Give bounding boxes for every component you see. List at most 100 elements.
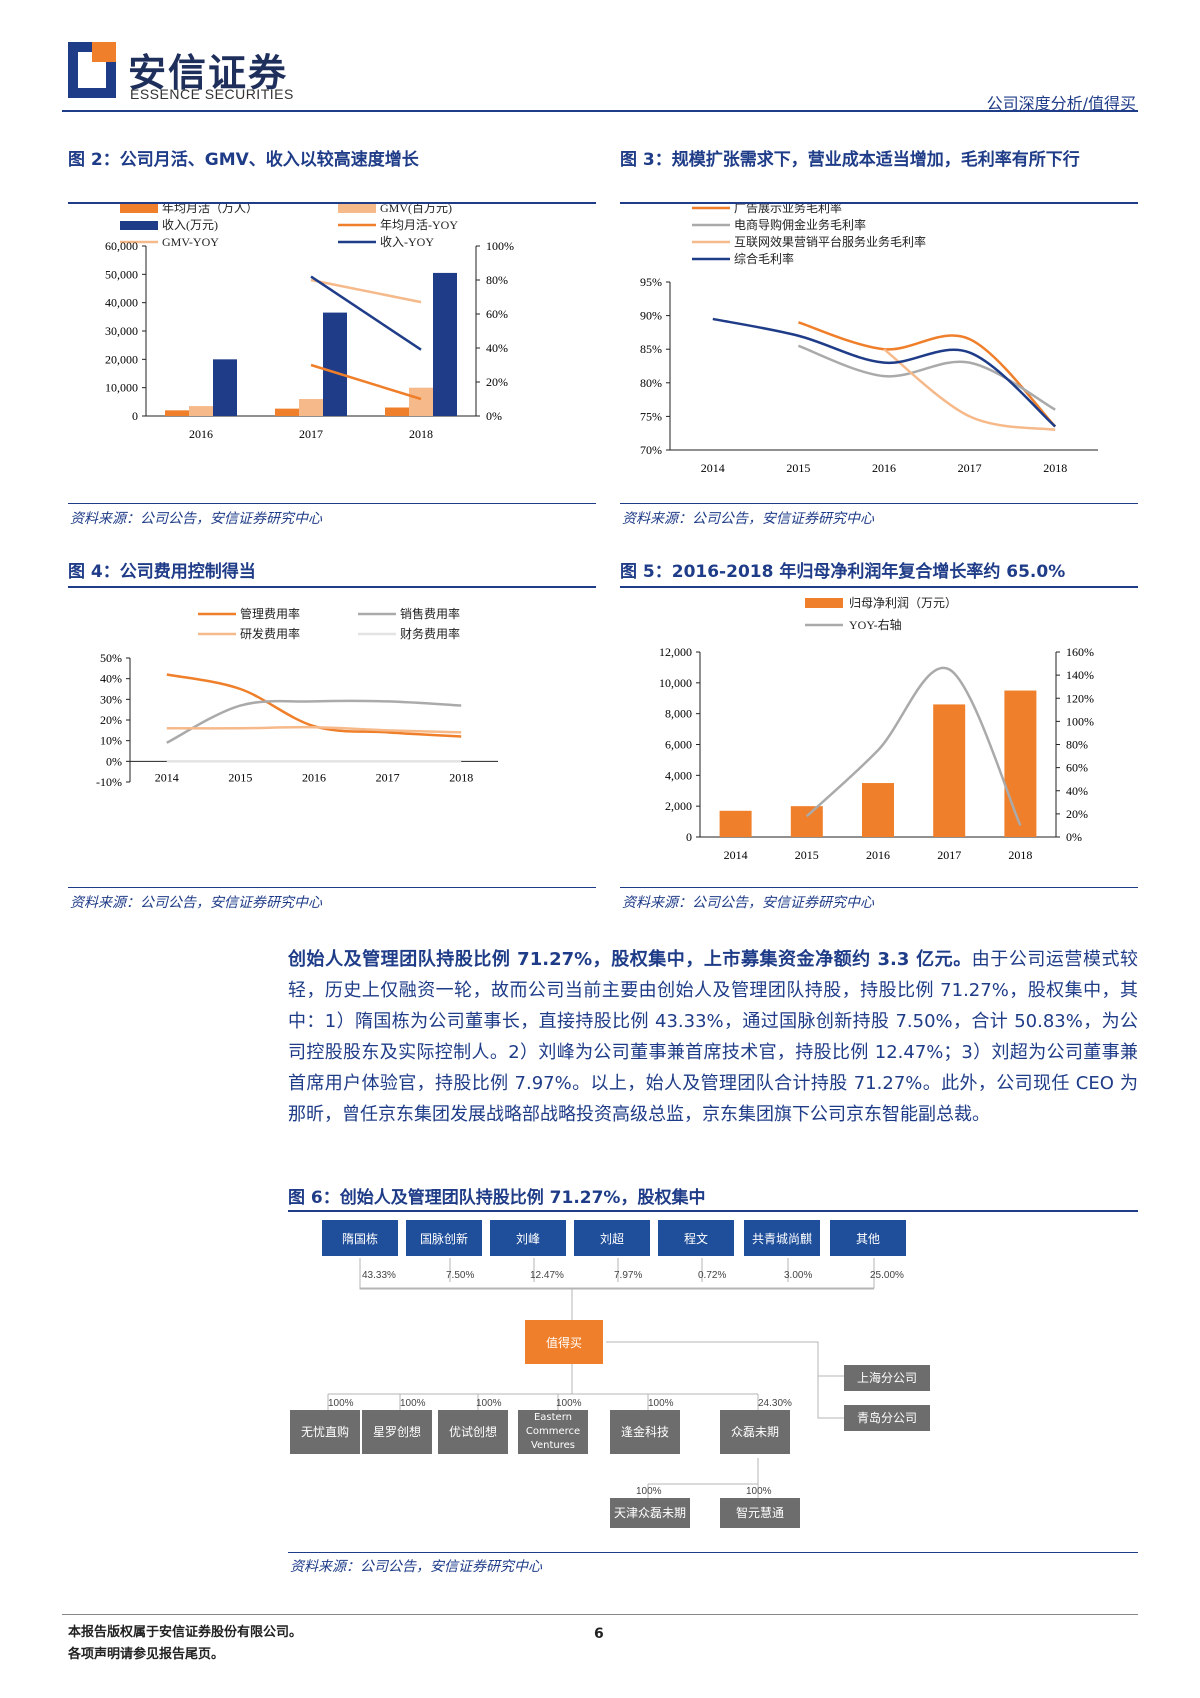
subsidiary-pct: 24.30%	[758, 1398, 792, 1409]
subsidiary-box: 星罗创想	[362, 1410, 432, 1454]
sub-subsidiary-pct: 100%	[746, 1486, 772, 1497]
fig4-legend-label-3: 财务费用率	[400, 626, 460, 641]
fig5-title-rule	[620, 586, 1138, 588]
paragraph-lead: 创始人及管理团队持股比例 71.27%，股权集中，上市募集资金净额约 3.3 亿…	[288, 949, 972, 970]
fig4-y-tick-5: 40%	[100, 672, 122, 686]
fig3-x-tick-3: 2017	[958, 461, 982, 475]
shareholder-box: 程文	[658, 1220, 734, 1256]
fig6-source-rule	[288, 1552, 1138, 1553]
shareholder-pct: 12.47%	[530, 1270, 564, 1281]
shareholder-box: 刘峰	[490, 1220, 566, 1256]
fig4-y-tick-2: 10%	[100, 734, 122, 748]
fig3-x-tick-2: 2016	[872, 461, 896, 475]
shareholder-pct: 43.33%	[362, 1270, 396, 1281]
subsidiary-pct: 100%	[476, 1398, 502, 1409]
fig5-bar-0	[719, 810, 752, 837]
fig3-legend-label-0: 广告展示业务毛利率	[734, 204, 842, 215]
fig3-legend-label-2: 互联网效果营销平台服务业务毛利率	[734, 234, 926, 249]
fig5-line-yoy	[805, 666, 1022, 826]
fig5-y-tick-1: 2,000	[665, 799, 692, 813]
fig4-x-tick-1: 2015	[228, 770, 252, 784]
fig5-bar-1	[790, 806, 823, 837]
fig3-y-tick-5: 95%	[640, 275, 662, 289]
fig2-bar-0-2	[385, 407, 409, 416]
fig3-chart: 广告展示业务毛利率电商导购佣金业务毛利率互联网效果营销平台服务业务毛利率综合毛利…	[640, 204, 1098, 475]
fig3-x-tick-4: 2018	[1043, 461, 1067, 475]
fig2-title: 图 2：公司月活、GMV、收入以较高速度增长	[68, 150, 419, 170]
fig3-source-rule	[620, 503, 1138, 504]
fig4-y-tick-6: 50%	[100, 651, 122, 665]
fig2-yr-tick-3: 60%	[486, 307, 508, 321]
fig3-line-2	[883, 348, 1056, 432]
company-logo	[68, 42, 116, 98]
logo-english-name: ESSENCE SECURITIES	[130, 86, 294, 102]
fig5-y-tick-5: 10,000	[659, 676, 692, 690]
fig5-bar-2	[862, 783, 894, 837]
fig4-title: 图 4：公司费用控制得当	[68, 562, 256, 582]
fig4-x-tick-3: 2017	[376, 770, 400, 784]
fig2-yr-tick-1: 20%	[486, 375, 508, 389]
fig5-yr-tick-5: 100%	[1066, 714, 1094, 728]
fig2-source: 资料来源：公司公告，安信证券研究中心	[70, 511, 322, 527]
fig2-legend-label-5: 收入-YOY	[380, 235, 434, 249]
fig2-yr-tick-5: 100%	[486, 239, 514, 253]
fig2-bar-2-1	[323, 312, 347, 416]
fig5-x-tick-3: 2017	[937, 848, 961, 862]
fig3-source: 资料来源：公司公告，安信证券研究中心	[622, 511, 874, 527]
fig2-chart: 年均月活（万人） GMV(百万元) 收入(万元) 年均月活-YOY GMV-YOY 收入-…	[105, 204, 514, 441]
fig2-title-rule	[68, 202, 596, 204]
fig4-source: 资料来源：公司公告，安信证券研究中心	[70, 895, 322, 911]
fig2-bar-2-2	[433, 272, 457, 416]
fig2-y-tick-6: 60,000	[105, 239, 138, 253]
org-connectors	[327, 1258, 875, 1498]
fig2-yr-tick-0: 0%	[486, 409, 502, 423]
fig5-legend-label-1: YOY-右轴	[849, 617, 902, 632]
fig2-line-0	[310, 363, 422, 401]
fig2-source-rule	[68, 503, 596, 504]
sub-subsidiary-pct: 100%	[636, 1486, 662, 1497]
shareholder-pct: 7.97%	[614, 1270, 643, 1281]
fig6-source: 资料来源：公司公告，安信证券研究中心	[290, 1559, 542, 1575]
fig5-x-tick-1: 2015	[795, 848, 819, 862]
fig5-y-tick-6: 12,000	[659, 645, 692, 659]
fig4-legend-label-0: 管理费用率	[240, 606, 300, 621]
fig3-y-tick-4: 90%	[640, 309, 662, 323]
fig2-x-tick-0: 2016	[189, 427, 213, 441]
fig2-bar-2-0	[213, 359, 237, 416]
subsidiary-box: 无忧直购	[290, 1410, 360, 1454]
fig2-line-2	[310, 275, 422, 351]
fig4-y-tick-4: 30%	[100, 692, 122, 706]
fig2-legend-swatch-2	[120, 221, 158, 230]
fig5-source: 资料来源：公司公告，安信证券研究中心	[622, 895, 874, 911]
subsidiary-pct: 100%	[400, 1398, 426, 1409]
fig3-line-1	[797, 344, 1056, 411]
footer-disclaimer: 各项声明请参见报告尾页。	[68, 1647, 225, 1662]
fig5-x-tick-4: 2018	[1008, 848, 1032, 862]
fig2-x-tick-2: 2018	[409, 427, 433, 441]
fig2-legend-label-1: GMV(百万元)	[380, 204, 452, 215]
fig5-source-rule	[620, 887, 1138, 888]
fig3-line-3	[712, 317, 1057, 428]
shareholder-pct: 7.50%	[446, 1270, 475, 1281]
fig6-title: 图 6：创始人及管理团队持股比例 71.27%，股权集中	[288, 1188, 706, 1208]
sub-subsidiary-box: 天津众磊未期	[610, 1498, 690, 1528]
fig5-yr-tick-0: 0%	[1066, 830, 1082, 844]
fig3-title-rule	[620, 202, 1138, 204]
fig4-legend-label-2: 研发费用率	[240, 626, 300, 641]
fig2-legend-swatch-1	[338, 204, 376, 213]
fig4-title-rule	[68, 586, 596, 588]
subsidiary-box: 优试创想	[438, 1410, 508, 1454]
subsidiary-box: Eastern Commerce Ventures	[518, 1410, 588, 1454]
fig4-y-tick-3: 20%	[100, 713, 122, 727]
page-number: 6	[594, 1626, 604, 1642]
fig3-y-tick-2: 80%	[640, 376, 662, 390]
fig5-chart: 归母净利润（万元） YOY-右轴 0 2,000 4,000 6,000 8,000 10,0…	[659, 596, 1094, 862]
fig2-y-tick-0: 0	[132, 409, 138, 423]
company-box: 值得买	[525, 1320, 603, 1364]
fig5-yr-tick-2: 40%	[1066, 784, 1088, 798]
fig3-title: 图 3：规模扩张需求下，营业成本适当增加，毛利率有所下行	[620, 150, 1080, 170]
fig5-legend-swatch-0	[805, 598, 843, 608]
fig3-y-tick-3: 85%	[640, 342, 662, 356]
fig4-source-rule	[68, 887, 596, 888]
